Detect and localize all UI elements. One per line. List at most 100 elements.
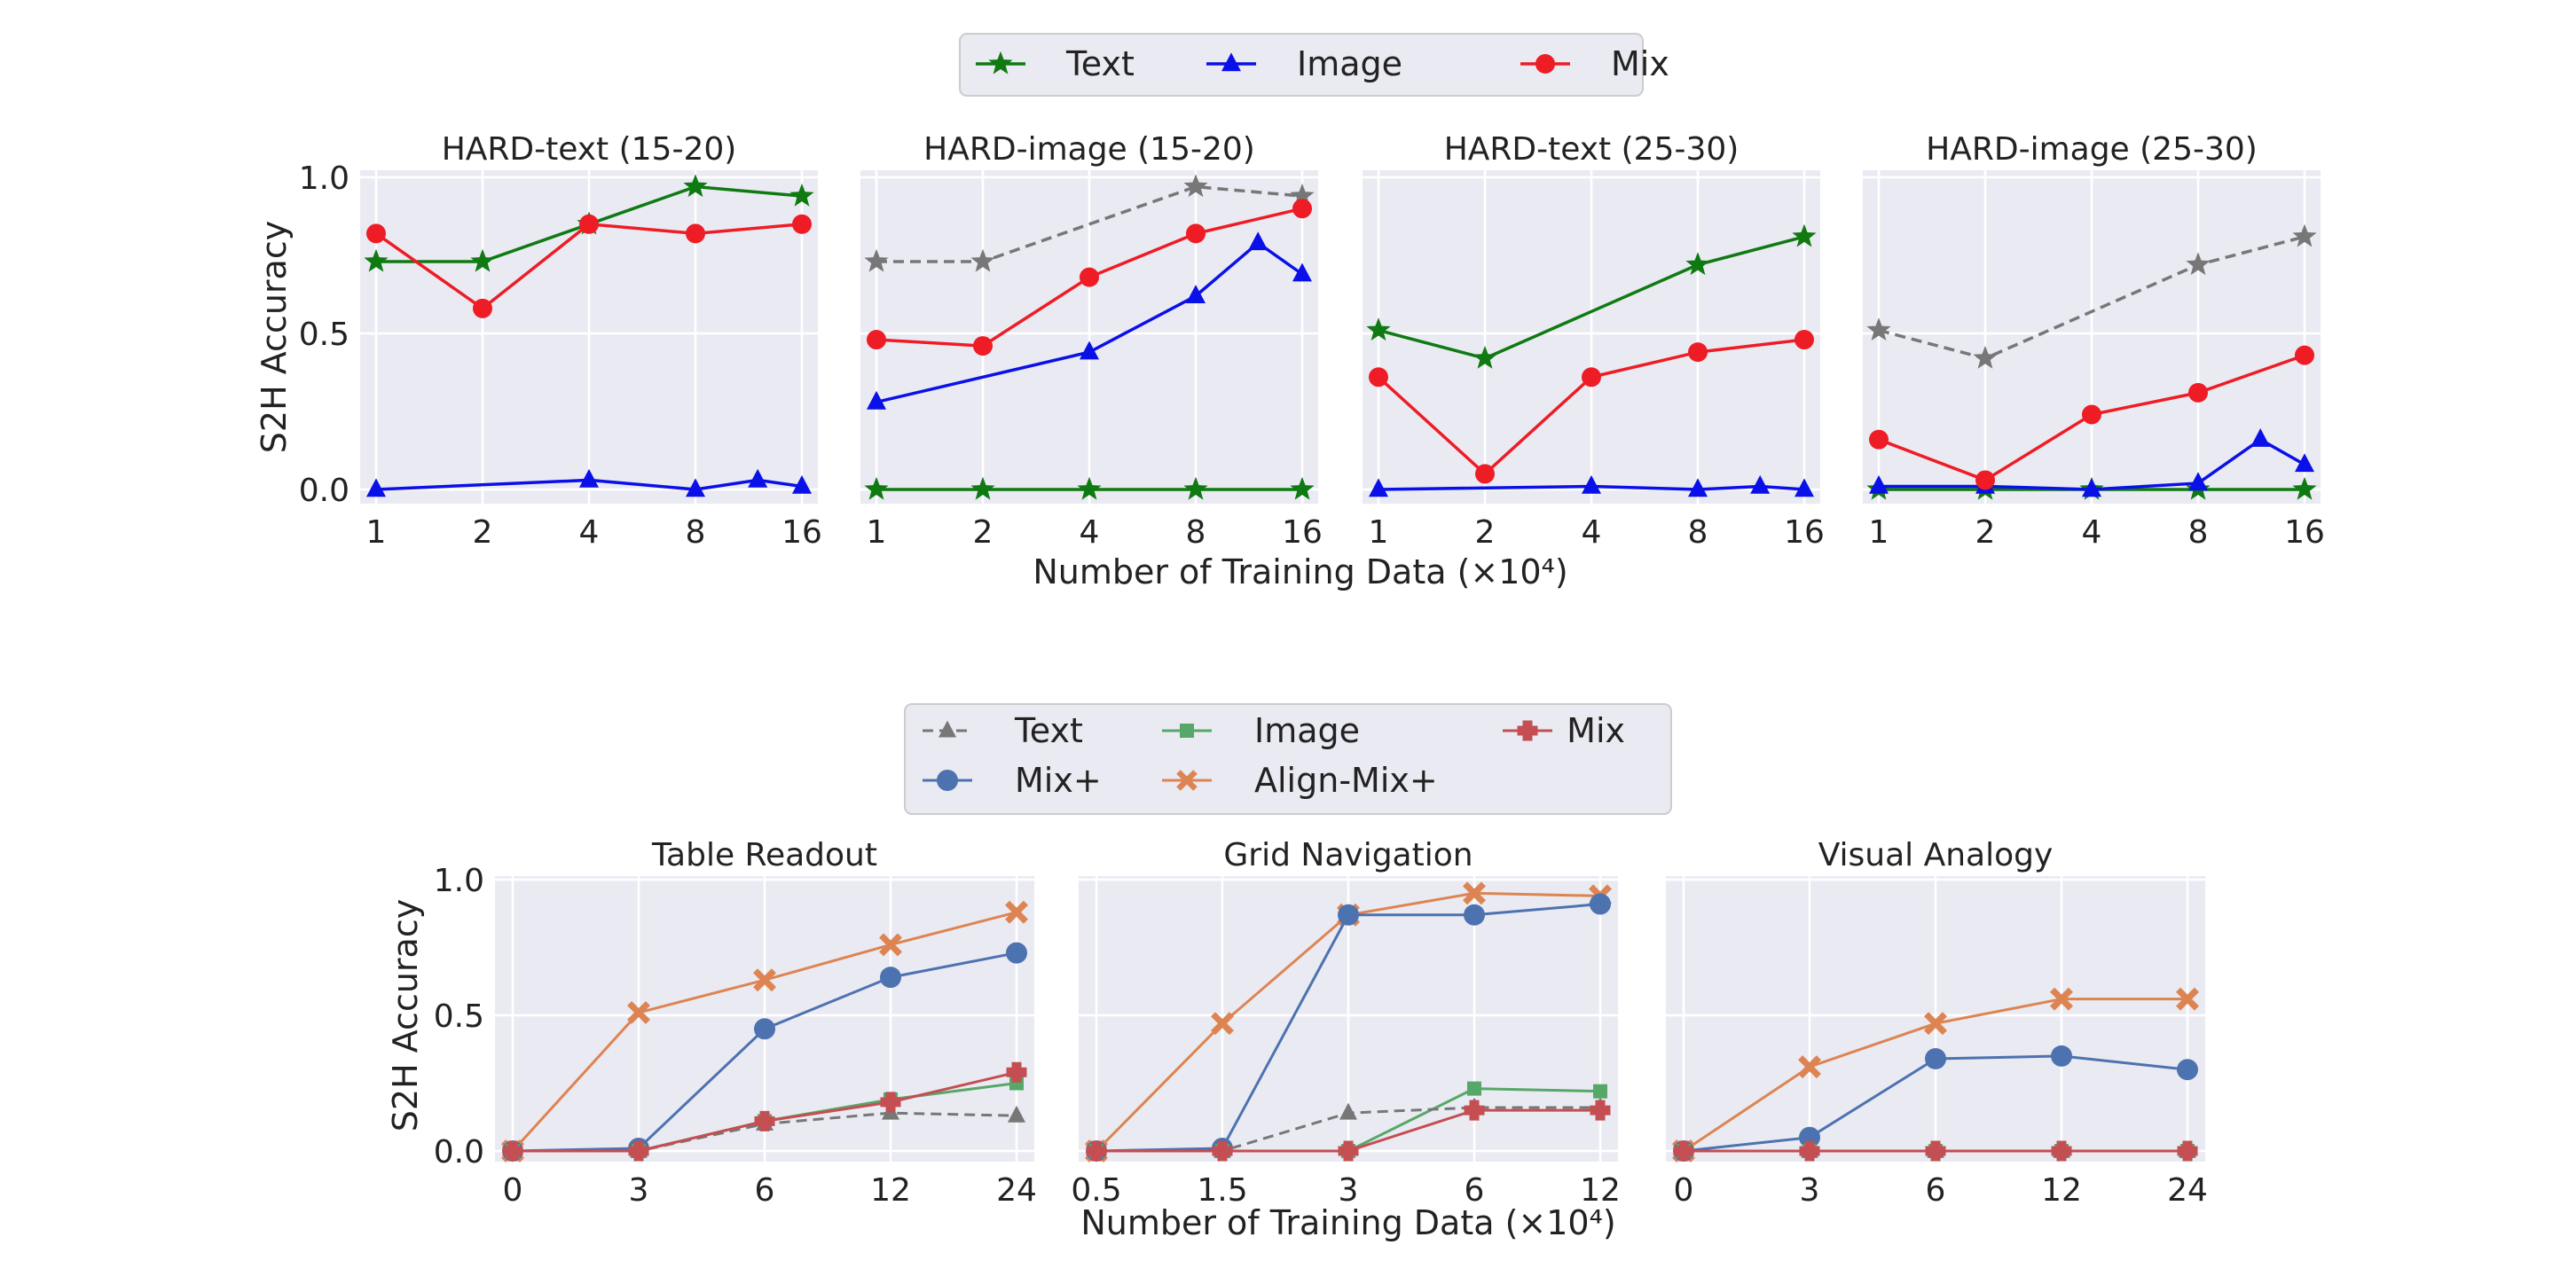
series-text [1366, 223, 1817, 369]
data-point [1366, 317, 1391, 341]
x-tick-label: 1.5 [1197, 1172, 1247, 1209]
data-point [470, 248, 495, 272]
data-point [1212, 1140, 1233, 1162]
y-tick-label: 0.0 [299, 473, 349, 509]
data-point [1798, 1055, 1821, 1079]
y-tick-label: 1.0 [434, 863, 484, 899]
data-point [1369, 367, 1388, 388]
data-point [1869, 429, 1889, 450]
data-point [628, 1140, 649, 1162]
data-point [2292, 223, 2317, 247]
series-line [876, 184, 1303, 263]
data-point [1924, 1012, 1947, 1036]
data-point [579, 468, 599, 488]
data-point [366, 223, 386, 244]
x-tick-label: 0 [503, 1172, 523, 1209]
legend-label: Image [1254, 711, 1360, 750]
x-tick-label: 6 [1926, 1172, 1946, 1209]
data-point [2051, 1045, 2072, 1067]
x-tick-label: 3 [1339, 1172, 1359, 1209]
series-mix [366, 214, 812, 318]
data-point [1183, 174, 1208, 198]
legend-entry-text: Text [976, 44, 1135, 83]
legend-label: Mix+ [1015, 761, 1102, 800]
legend-marker [1517, 720, 1538, 741]
data-point [364, 248, 389, 272]
data-point [2050, 987, 2073, 1011]
data-point [1339, 1102, 1357, 1120]
legend-marker [937, 770, 958, 791]
legend-entry-image: Image [1206, 44, 1402, 83]
legend-marker [1176, 770, 1198, 791]
series-reference [1866, 223, 2317, 369]
data-point [1750, 474, 1771, 494]
data-point [473, 298, 492, 318]
data-point [1186, 285, 1206, 304]
x-tick-label: 8 [1186, 514, 1206, 551]
data-point [2188, 472, 2208, 491]
y-tick-label: 0.0 [434, 1134, 484, 1170]
x-tick-label: 1 [1869, 514, 1889, 551]
data-point [1475, 464, 1495, 484]
series-reference [864, 174, 1315, 272]
data-point [1792, 223, 1817, 247]
legend-entry-mix: Mix+ [923, 761, 1102, 800]
data-point [1211, 1012, 1234, 1036]
data-point [1290, 183, 1315, 207]
data-point [792, 214, 812, 234]
data-point [1925, 1047, 1946, 1069]
subplot-hard-image-15-20: HARD-image (15-20) 1 2 4 8 16 [860, 131, 1323, 551]
legend-entry-text: Text [923, 711, 1083, 750]
series-mix [1869, 345, 2314, 490]
data-point [748, 468, 768, 488]
x-tick-label: 4 [2082, 514, 2102, 551]
x-tick-label: 12 [1580, 1172, 1621, 1209]
data-point [864, 248, 889, 272]
data-point [2295, 453, 2314, 473]
data-point [1464, 904, 1485, 926]
series-align-mix [1672, 987, 2199, 1163]
data-point [1973, 345, 1998, 369]
x-tick-label: 24 [2167, 1172, 2208, 1209]
legend-top: Text Image Mix [959, 33, 1669, 97]
data-point [1582, 474, 1601, 494]
data-point [1688, 478, 1708, 497]
series-mix [502, 1061, 1027, 1162]
subplot-title: Grid Navigation [1223, 837, 1473, 873]
legend-marker [1535, 54, 1555, 74]
x-axis-label: Number of Training Data (×10⁴) [1033, 552, 1567, 591]
x-tick-label: 6 [755, 1172, 775, 1209]
x-tick-label: 0 [1674, 1172, 1694, 1209]
legend-marker [939, 720, 956, 738]
x-tick-label: 16 [1282, 514, 1323, 551]
x-tick-label: 1 [867, 514, 887, 551]
x-tick-label: 16 [1784, 514, 1825, 551]
series-mix [1086, 1100, 1611, 1162]
data-point [2176, 987, 2199, 1011]
series-image [867, 231, 1312, 410]
y-tick-label: 0.5 [299, 317, 349, 353]
series-image [366, 468, 812, 497]
y-tick-label: 0.5 [434, 998, 484, 1035]
x-tick-label: 4 [579, 514, 600, 551]
subplot-hard-text-15-20: HARD-text (15-20) 1 2 4 8 16 0.0 0.5 1.0 [299, 131, 822, 551]
data-point [1006, 1061, 1027, 1083]
data-point [1590, 1100, 1611, 1121]
y-axis-label: S2H Accuracy [255, 221, 294, 453]
data-point [864, 476, 889, 500]
data-point [973, 336, 993, 356]
data-point [1080, 267, 1099, 287]
data-point [1866, 317, 1891, 341]
data-point [867, 390, 886, 410]
x-tick-label: 24 [996, 1172, 1037, 1209]
legend-label: Text [1014, 711, 1083, 750]
subplot-title: HARD-text (15-20) [442, 131, 737, 168]
data-point [1869, 474, 1889, 494]
data-point [2177, 1059, 2198, 1081]
data-point [1925, 1140, 1946, 1162]
data-point [879, 933, 902, 957]
data-point [754, 1110, 775, 1131]
x-tick-label: 8 [1688, 514, 1708, 551]
x-tick-label: 6 [1465, 1172, 1485, 1209]
data-point [1582, 367, 1601, 388]
